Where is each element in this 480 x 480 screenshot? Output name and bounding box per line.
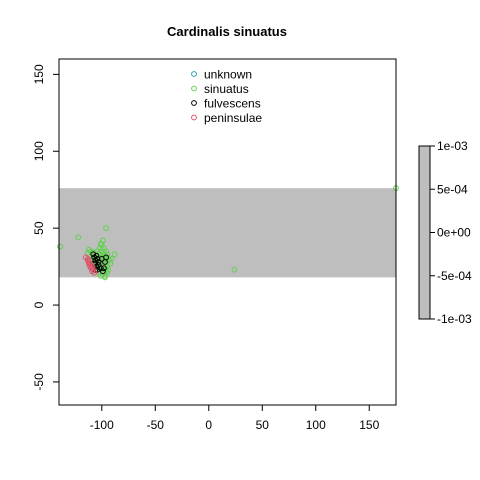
x-tick-label: 50 bbox=[256, 418, 270, 432]
point-sinuatus-2 bbox=[84, 249, 91, 256]
x-tick-label: 150 bbox=[359, 418, 379, 432]
legend-marker-peninsulae bbox=[191, 114, 197, 121]
y-tick-label: 50 bbox=[32, 221, 46, 235]
y-tick-label: 100 bbox=[32, 141, 46, 161]
x-tick-label: 100 bbox=[306, 418, 326, 432]
legend-label-unknown: unknown bbox=[204, 68, 252, 82]
point-sinuatus-59 bbox=[103, 225, 109, 232]
colorbar-bar bbox=[418, 145, 431, 320]
colorbar-tick-label: 1e-03 bbox=[437, 139, 468, 153]
legend-label-peninsulae: peninsulae bbox=[204, 111, 262, 125]
point-fulvescens-16 bbox=[93, 252, 100, 259]
x-tick-label: -100 bbox=[90, 418, 114, 432]
point-peninsulae-10 bbox=[87, 263, 93, 270]
point-sinuatus-62 bbox=[231, 266, 238, 273]
point-fulvescens-12 bbox=[101, 265, 107, 272]
plot-area: -100 -50 0 50 100 150 -50 0 50 100 150 bbox=[32, 58, 399, 432]
x-tick-label: -50 bbox=[147, 418, 165, 432]
point-sinuatus-0 bbox=[57, 243, 63, 250]
y-axis: -50 0 50 100 150 bbox=[32, 64, 60, 391]
x-axis: -100 -50 0 50 100 150 bbox=[90, 404, 380, 432]
point-sinuatus-60 bbox=[111, 251, 118, 258]
point-fulvescens-0 bbox=[90, 251, 97, 258]
point-fulvescens-13 bbox=[98, 256, 105, 262]
colorbar-tick-label: 5e-04 bbox=[437, 182, 468, 196]
colorbar-tick-label: -5e-04 bbox=[437, 269, 472, 283]
point-fulvescens-14 bbox=[94, 256, 101, 262]
point-peninsulae-9 bbox=[91, 269, 98, 276]
x-tick-label: 0 bbox=[205, 418, 212, 432]
legend-marker-unknown bbox=[191, 71, 197, 77]
y-tick-label: 0 bbox=[32, 301, 46, 308]
point-fulvescens-9 bbox=[99, 268, 106, 275]
y-tick-label: 150 bbox=[32, 64, 46, 84]
colorbar: 1e-03 5e-04 0e+00 -5e-04 -1e-03 bbox=[418, 139, 472, 326]
point-peninsulae-12 bbox=[84, 256, 91, 262]
point-fulvescens-17 bbox=[95, 259, 102, 265]
point-sinuatus-1 bbox=[75, 234, 82, 241]
legend-marker-sinuatus bbox=[191, 85, 197, 92]
colorbar-tick-label: 0e+00 bbox=[437, 226, 471, 240]
y-tick-label: -50 bbox=[32, 373, 46, 391]
colorbar-tick-label: -1e-03 bbox=[437, 312, 472, 326]
point-sinuatus-41 bbox=[104, 263, 111, 270]
legend-label-sinuatus: sinuatus bbox=[204, 82, 249, 96]
range-band bbox=[59, 188, 396, 278]
chart-title: Cardinalis sinuatus bbox=[167, 24, 287, 39]
legend-marker-fulvescens bbox=[191, 100, 197, 106]
point-sinuatus-58 bbox=[99, 237, 106, 244]
series-peninsulae bbox=[82, 254, 98, 276]
point-sinuatus-56 bbox=[102, 274, 108, 281]
legend-label-fulvescens: fulvescens bbox=[204, 97, 261, 111]
point-sinuatus-61 bbox=[108, 256, 115, 262]
